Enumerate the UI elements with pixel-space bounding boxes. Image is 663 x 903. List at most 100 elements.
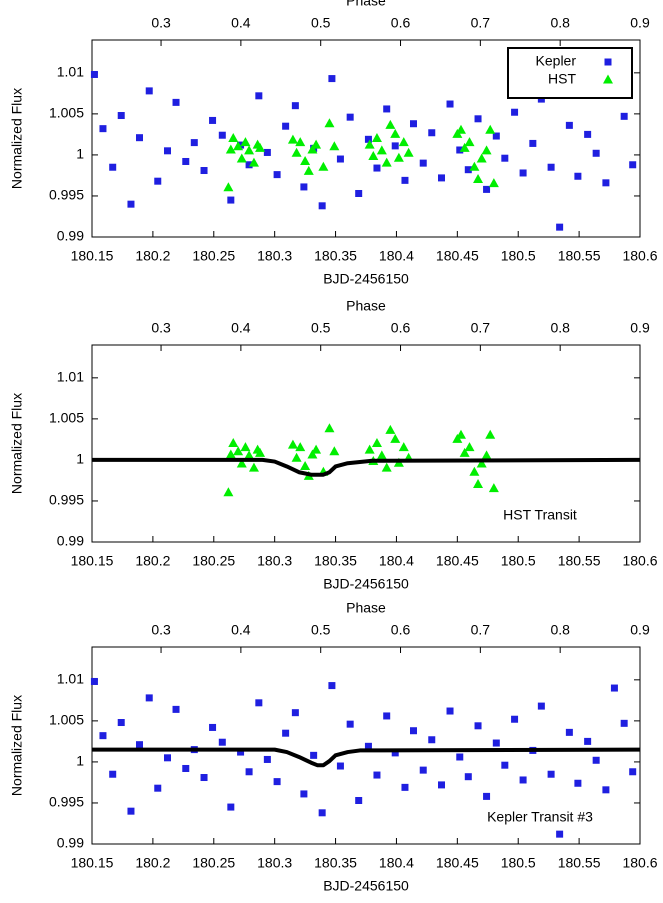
- data-point: [303, 165, 314, 175]
- x-tick-label: 180.55: [558, 248, 601, 264]
- legend-label: HST: [548, 71, 576, 87]
- model-line: [92, 457, 641, 477]
- data-point: [456, 753, 464, 761]
- data-point: [300, 460, 311, 470]
- legend-label: Kepler: [536, 53, 577, 69]
- data-point: [473, 479, 484, 489]
- data-point: [329, 446, 340, 456]
- x-tick-label: 180.5: [501, 553, 536, 569]
- data-point: [620, 719, 628, 727]
- data-point: [273, 171, 281, 179]
- data-point: [228, 133, 239, 142]
- data-point: [291, 452, 302, 462]
- data-point: [190, 139, 198, 147]
- data-point: [393, 152, 404, 162]
- x-tick-label: 180.15: [71, 248, 114, 264]
- data-point: [164, 754, 172, 762]
- data-point: [318, 202, 326, 210]
- data-point: [488, 483, 499, 493]
- data-point: [236, 458, 247, 468]
- x-axis-label: BJD-2456150: [323, 878, 409, 894]
- data-point: [602, 786, 610, 794]
- data-point: [438, 781, 446, 789]
- data-point: [172, 98, 180, 106]
- x2-axis-label: Phase: [346, 298, 386, 314]
- data-point: [629, 768, 637, 776]
- data-point: [565, 728, 573, 736]
- legend-marker: [604, 58, 612, 66]
- data-point: [584, 130, 592, 138]
- data-point: [329, 141, 340, 151]
- data-point: [459, 142, 470, 152]
- data-point: [610, 684, 618, 692]
- x2-tick-label: 0.8: [550, 320, 570, 336]
- data-point: [373, 771, 381, 779]
- data-point: [485, 429, 496, 439]
- y-tick-label: 0.99: [57, 533, 84, 549]
- x-tick-label: 180.2: [135, 248, 170, 264]
- data-point: [346, 720, 354, 728]
- data-point: [446, 707, 454, 715]
- y-tick-label: 1.01: [57, 671, 84, 687]
- data-point: [237, 141, 245, 149]
- x2-tick-label: 0.9: [630, 15, 650, 31]
- data-point: [455, 429, 466, 439]
- x-tick-label: 180.55: [558, 553, 601, 569]
- x-tick-label: 180.6: [622, 855, 657, 871]
- data-point: [373, 164, 381, 172]
- data-point: [391, 749, 399, 757]
- x2-tick-label: 0.5: [311, 320, 331, 336]
- data-point: [223, 487, 234, 497]
- x2-tick-label: 0.8: [550, 622, 570, 638]
- x-tick-label: 180.45: [436, 248, 479, 264]
- data-point: [328, 682, 336, 690]
- data-point: [383, 105, 391, 113]
- data-point: [328, 75, 336, 83]
- x-tick-label: 180.5: [501, 855, 536, 871]
- x2-tick-label: 0.7: [471, 320, 491, 336]
- panel: 180.15 180.2 180.25 180.3 180.35 180.4 180.45 1…: [9, 0, 658, 287]
- data-point: [476, 458, 487, 468]
- data-point: [145, 87, 153, 95]
- y-axis-label: Normalized Flux: [9, 393, 25, 494]
- data-point: [135, 741, 143, 749]
- data-point: [556, 223, 564, 231]
- data-point: [409, 727, 417, 735]
- data-point: [492, 132, 500, 140]
- legend: Kepler HST: [507, 47, 633, 99]
- data-point: [574, 172, 582, 180]
- data-point: [99, 732, 107, 740]
- data-point: [381, 157, 392, 167]
- data-point: [398, 137, 409, 147]
- plot-frame: [91, 39, 641, 238]
- x-tick-label: 180.25: [192, 553, 235, 569]
- data-point: [364, 135, 372, 143]
- data-point: [300, 790, 308, 798]
- data-point: [474, 722, 482, 730]
- data-point: [182, 157, 190, 165]
- x2-tick-label: 0.9: [630, 320, 650, 336]
- data-point: [223, 182, 234, 192]
- x2-tick-label: 0.9: [630, 622, 650, 638]
- data-point: [99, 125, 107, 133]
- y-tick-label: 1.005: [49, 712, 84, 728]
- x2-tick-label: 0.8: [550, 15, 570, 31]
- data-point: [390, 433, 401, 443]
- data-point: [556, 830, 564, 838]
- data-point: [376, 145, 387, 155]
- data-point: [364, 444, 375, 454]
- data-point: [464, 773, 472, 781]
- data-point: [225, 144, 236, 154]
- data-point: [346, 113, 354, 121]
- data-point: [428, 736, 436, 744]
- data-point: [307, 449, 318, 459]
- data-point: [255, 447, 266, 457]
- data-point: [245, 161, 253, 169]
- data-point: [291, 147, 302, 157]
- data-point: [90, 70, 98, 78]
- data-point: [391, 142, 399, 150]
- data-point: [127, 200, 135, 208]
- data-point: [282, 122, 290, 130]
- data-point: [109, 770, 117, 778]
- data-point: [244, 450, 255, 460]
